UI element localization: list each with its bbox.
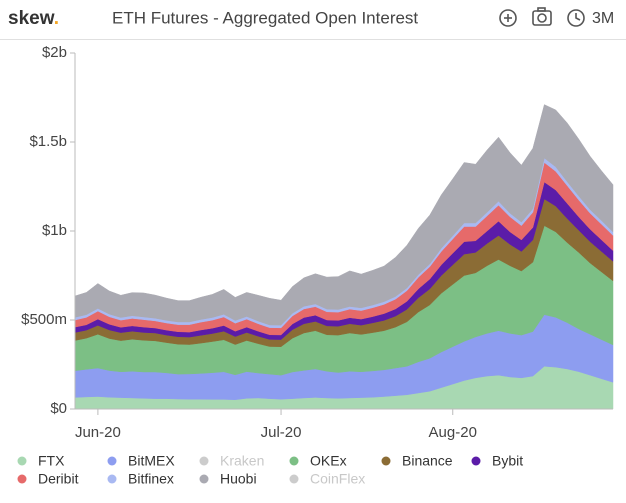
clock-icon[interactable] — [567, 9, 585, 27]
y-tick-label: $500m — [21, 311, 67, 328]
legend-item[interactable]: Bitfinex — [107, 471, 174, 487]
legend-swatch — [381, 456, 391, 466]
legend-swatch — [17, 474, 27, 484]
legend-label: Bitfinex — [128, 471, 174, 487]
legend-item[interactable]: CoinFlex — [289, 471, 366, 487]
y-tick-label: $1.5b — [29, 133, 67, 150]
legend-label: Huobi — [220, 471, 257, 487]
area — [74, 104, 614, 326]
logo-dot: . — [54, 8, 59, 29]
legend-label: Kraken — [220, 453, 264, 469]
y-tick-label: $2b — [42, 44, 67, 61]
legend-swatch — [471, 456, 481, 466]
legend-item[interactable]: Huobi — [199, 471, 257, 487]
legend-item[interactable]: OKEx — [289, 453, 347, 469]
legend-swatch — [17, 456, 27, 466]
legend-swatch — [107, 456, 117, 466]
legend-item[interactable]: Binance — [381, 453, 453, 469]
legend-item[interactable]: BitMEX — [107, 453, 176, 469]
legend-swatch — [199, 474, 209, 484]
legend-item[interactable]: Bybit — [471, 453, 524, 469]
chart-title: ETH Futures - Aggregated Open Interest — [112, 8, 418, 27]
legend-label: CoinFlex — [310, 471, 365, 487]
camera-icon[interactable] — [532, 7, 552, 26]
legend-item[interactable]: FTX — [17, 453, 66, 469]
legend-swatch — [199, 456, 209, 466]
legend-label: Deribit — [38, 471, 79, 487]
y-tick-label: $1b — [42, 222, 67, 239]
legend-swatch — [289, 474, 299, 484]
legend-label: FTX — [38, 453, 65, 469]
x-tick-label: Jun-20 — [75, 424, 121, 441]
add-icon[interactable] — [499, 9, 517, 27]
logo: skew. — [8, 8, 59, 29]
logo-word: skew — [8, 8, 55, 29]
legend-label: Binance — [402, 453, 453, 469]
legend-label: Bybit — [492, 453, 523, 469]
x-tick-label: Aug-20 — [429, 424, 477, 441]
legend-swatch — [107, 474, 117, 484]
legend-item[interactable]: Deribit — [17, 471, 79, 487]
legend-label: OKEx — [310, 453, 347, 469]
x-tick-label: Jul-20 — [261, 424, 302, 441]
range-button[interactable]: 3M — [592, 10, 614, 27]
legend-label: BitMEX — [128, 453, 175, 469]
plot: $0 $500m $1b $1.5b $2b Jun-20 Jul-20 Aug-20 FTX B… — [17, 44, 614, 487]
legend-swatch — [289, 456, 299, 466]
legend-item[interactable]: Kraken — [199, 453, 265, 469]
y-tick-label: $0 — [50, 400, 67, 417]
